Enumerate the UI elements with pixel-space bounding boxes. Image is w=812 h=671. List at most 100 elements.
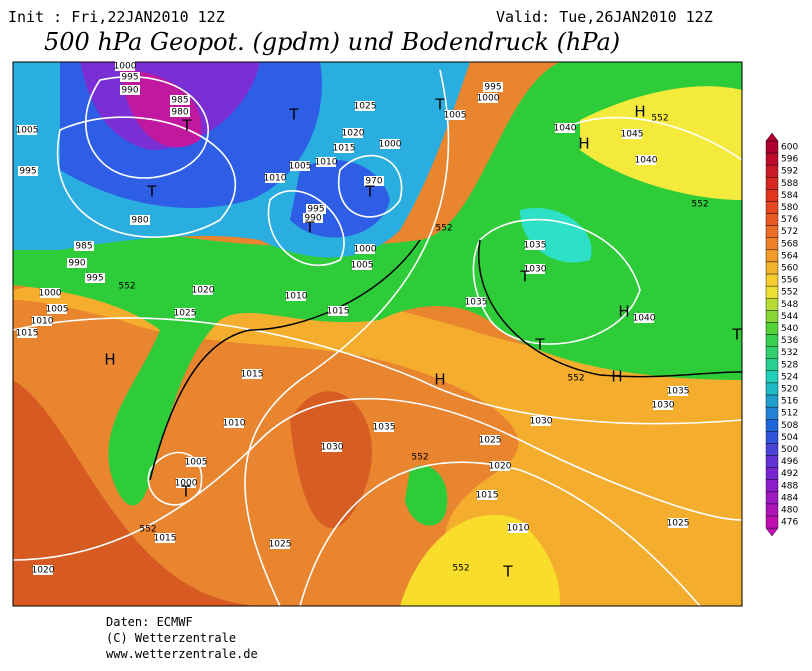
colorbar-swatch bbox=[765, 201, 779, 214]
label-box bbox=[322, 442, 342, 452]
colorbar-label: 496 bbox=[781, 457, 798, 467]
label-box bbox=[40, 288, 60, 298]
colorbar-swatch bbox=[765, 382, 779, 396]
isobar-label: 990 bbox=[68, 259, 85, 269]
label-box bbox=[47, 304, 67, 314]
isobar-label: 1025 bbox=[269, 540, 292, 550]
colorbar-label: 536 bbox=[781, 336, 798, 346]
pressure-center: T bbox=[304, 219, 315, 237]
colorbar-swatch bbox=[765, 261, 779, 275]
isobar-label: 1000 bbox=[379, 140, 402, 150]
pressure-center: T bbox=[181, 117, 192, 135]
label-box bbox=[525, 240, 545, 250]
valid-time: Valid: Tue,26JAN2010 12Z bbox=[496, 8, 713, 26]
isobar-label: 1010 bbox=[31, 317, 54, 327]
isobar-label: 552 bbox=[452, 564, 469, 574]
label-box bbox=[176, 478, 196, 488]
label-box bbox=[355, 244, 375, 254]
init-time: Init : Fri,22JAN2010 12Z bbox=[8, 8, 225, 26]
colorbar-label: 480 bbox=[781, 506, 798, 516]
label-box bbox=[483, 82, 503, 92]
pressure-center: H bbox=[434, 371, 445, 389]
colorbar-swatch bbox=[765, 406, 779, 420]
pressure-center: T bbox=[502, 563, 513, 581]
isobar-label: 1045 bbox=[621, 130, 644, 140]
isobar-label: 990 bbox=[121, 86, 138, 96]
map bbox=[13, 62, 742, 606]
label-box bbox=[531, 416, 551, 426]
isobar-label: 1005 bbox=[46, 305, 69, 315]
label-box bbox=[120, 72, 140, 82]
label-box bbox=[33, 565, 53, 575]
colorbar-swatch bbox=[765, 394, 779, 408]
colorbar-swatch bbox=[765, 225, 779, 238]
isobar-label: 1030 bbox=[321, 443, 344, 453]
colorbar-label: 560 bbox=[781, 264, 798, 274]
colorbar-label: 596 bbox=[781, 155, 798, 165]
isobar-label: 985 bbox=[171, 96, 188, 106]
label-box bbox=[67, 258, 87, 268]
colorbar-label: 508 bbox=[781, 421, 798, 431]
isobar-label: 1035 bbox=[667, 387, 690, 397]
pressure-center: T bbox=[534, 336, 545, 354]
label-box bbox=[477, 490, 497, 500]
isobar-label: 552 bbox=[435, 224, 452, 234]
isobar-label: 1005 bbox=[289, 162, 312, 172]
label-box bbox=[525, 264, 545, 274]
label-box bbox=[175, 308, 195, 318]
colorbar-swatch bbox=[765, 273, 779, 287]
isobar-label: 980 bbox=[171, 108, 188, 118]
label-box bbox=[622, 129, 642, 139]
isobar-label: 1025 bbox=[174, 309, 197, 319]
isobar-label: 995 bbox=[121, 73, 138, 83]
isobar-label: 1020 bbox=[342, 129, 365, 139]
label-box bbox=[130, 215, 150, 225]
isobar-label: 1005 bbox=[16, 126, 39, 136]
isobar-label: 1025 bbox=[354, 102, 377, 112]
label-box bbox=[352, 260, 372, 270]
isobar-label: 1035 bbox=[524, 241, 547, 251]
isobar-label: 1040 bbox=[635, 156, 658, 166]
isobar-label: 1015 bbox=[476, 491, 499, 501]
label-box bbox=[478, 93, 498, 103]
colorbar-swatch bbox=[765, 419, 779, 432]
copyright: (C) Wetterzentrale bbox=[106, 631, 236, 645]
pressure-center: H bbox=[618, 303, 629, 321]
isobar-label: 1000 bbox=[354, 245, 377, 255]
label-box bbox=[170, 107, 190, 117]
colorbar-label: 600 bbox=[781, 143, 798, 153]
colorbar-swatch bbox=[765, 285, 779, 299]
colorbar-label: 552 bbox=[781, 288, 798, 298]
colorbar-label: 568 bbox=[781, 239, 798, 249]
label-box bbox=[490, 461, 510, 471]
label-box bbox=[193, 285, 213, 295]
label-box bbox=[155, 533, 175, 543]
label-box bbox=[466, 297, 486, 307]
label-box bbox=[480, 435, 500, 445]
isobar-label: 1010 bbox=[223, 419, 246, 429]
label-box bbox=[653, 400, 673, 410]
colorbar-swatch bbox=[765, 467, 779, 480]
pressure-center: H bbox=[578, 135, 589, 153]
colorbar-label: 592 bbox=[781, 167, 798, 177]
colorbar-swatch bbox=[765, 515, 779, 529]
isobar-label: 980 bbox=[131, 216, 148, 226]
label-box bbox=[328, 306, 348, 316]
colorbar-label: 532 bbox=[781, 348, 798, 358]
colorbar-label: 524 bbox=[781, 372, 798, 382]
colorbar-swatch bbox=[765, 164, 779, 178]
colorbar-label: 476 bbox=[781, 518, 798, 528]
pressure-center: T bbox=[180, 483, 191, 501]
isobar-label: 995 bbox=[307, 205, 324, 215]
label-box bbox=[355, 101, 375, 111]
label-box bbox=[224, 418, 244, 428]
label-box bbox=[364, 176, 384, 186]
data-source: Daten: ECMWF bbox=[106, 615, 193, 629]
label-box bbox=[17, 125, 37, 135]
label-box bbox=[242, 369, 262, 379]
isobar-label: 1020 bbox=[192, 286, 215, 296]
pressure-center: T bbox=[288, 106, 299, 124]
pressure-center: T bbox=[364, 183, 375, 201]
isobar-label: 1015 bbox=[16, 329, 39, 339]
isobar-label: 552 bbox=[139, 525, 156, 535]
